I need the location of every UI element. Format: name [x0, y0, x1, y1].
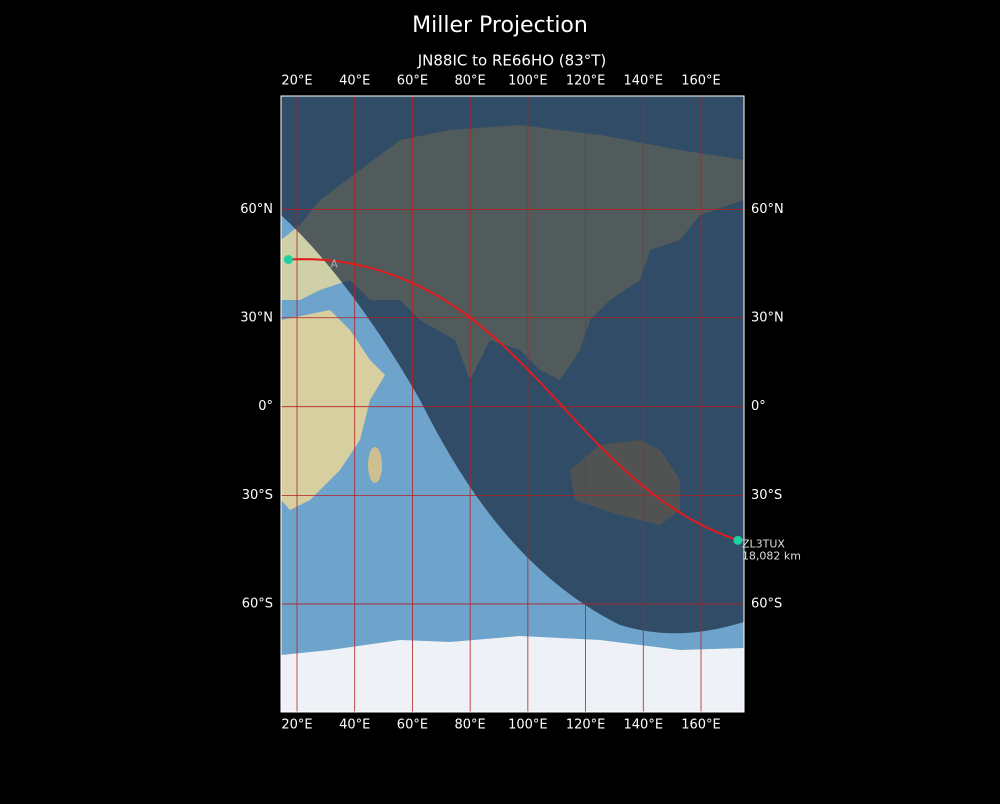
y-tick-label: 30°S: [751, 488, 782, 503]
x-tick-label: 40°E: [339, 74, 370, 89]
distance-label: 18,082 km: [742, 549, 801, 562]
y-tick-label: 30°S: [242, 488, 273, 503]
x-tick-label: 120°E: [566, 718, 606, 733]
x-tick-label: 120°E: [566, 74, 606, 89]
station-label: A: [330, 258, 338, 271]
y-tick-label: 60°S: [242, 596, 273, 611]
africa: [281, 310, 385, 510]
y-tick-label: 30°N: [751, 310, 784, 325]
x-tick-label: 80°E: [455, 74, 486, 89]
antarctica: [281, 636, 744, 712]
madagascar: [368, 447, 382, 483]
x-tick-label: 20°E: [281, 718, 312, 733]
x-tick-label: 80°E: [455, 718, 486, 733]
x-tick-label: 40°E: [339, 718, 370, 733]
map-area: [281, 96, 744, 712]
y-tick-label: 0°: [751, 399, 766, 414]
map-frame: [280, 95, 745, 713]
x-tick-label: 60°E: [397, 74, 428, 89]
y-tick-label: 60°N: [751, 202, 784, 217]
x-tick-label: 20°E: [281, 74, 312, 89]
x-tick-label: 140°E: [624, 718, 664, 733]
map-subtitle: JN88IC to RE66HO (83°T): [417, 52, 607, 70]
x-tick-label: 60°E: [397, 718, 428, 733]
figure-title: Miller Projection: [412, 13, 588, 38]
station-marker: [733, 535, 743, 545]
y-tick-label: 30°N: [240, 310, 273, 325]
great-circle-path: [288, 258, 739, 542]
x-tick-label: 100°E: [508, 718, 548, 733]
night-shade: [281, 96, 744, 634]
x-tick-label: 100°E: [508, 74, 548, 89]
x-tick-label: 140°E: [624, 74, 664, 89]
station-marker: [283, 255, 293, 265]
y-tick-label: 60°S: [751, 596, 782, 611]
x-tick-label: 160°E: [681, 718, 721, 733]
y-tick-label: 60°N: [240, 202, 273, 217]
x-tick-label: 160°E: [681, 74, 721, 89]
y-tick-label: 0°: [258, 399, 273, 414]
station-label: ZL3TUX: [742, 537, 785, 550]
